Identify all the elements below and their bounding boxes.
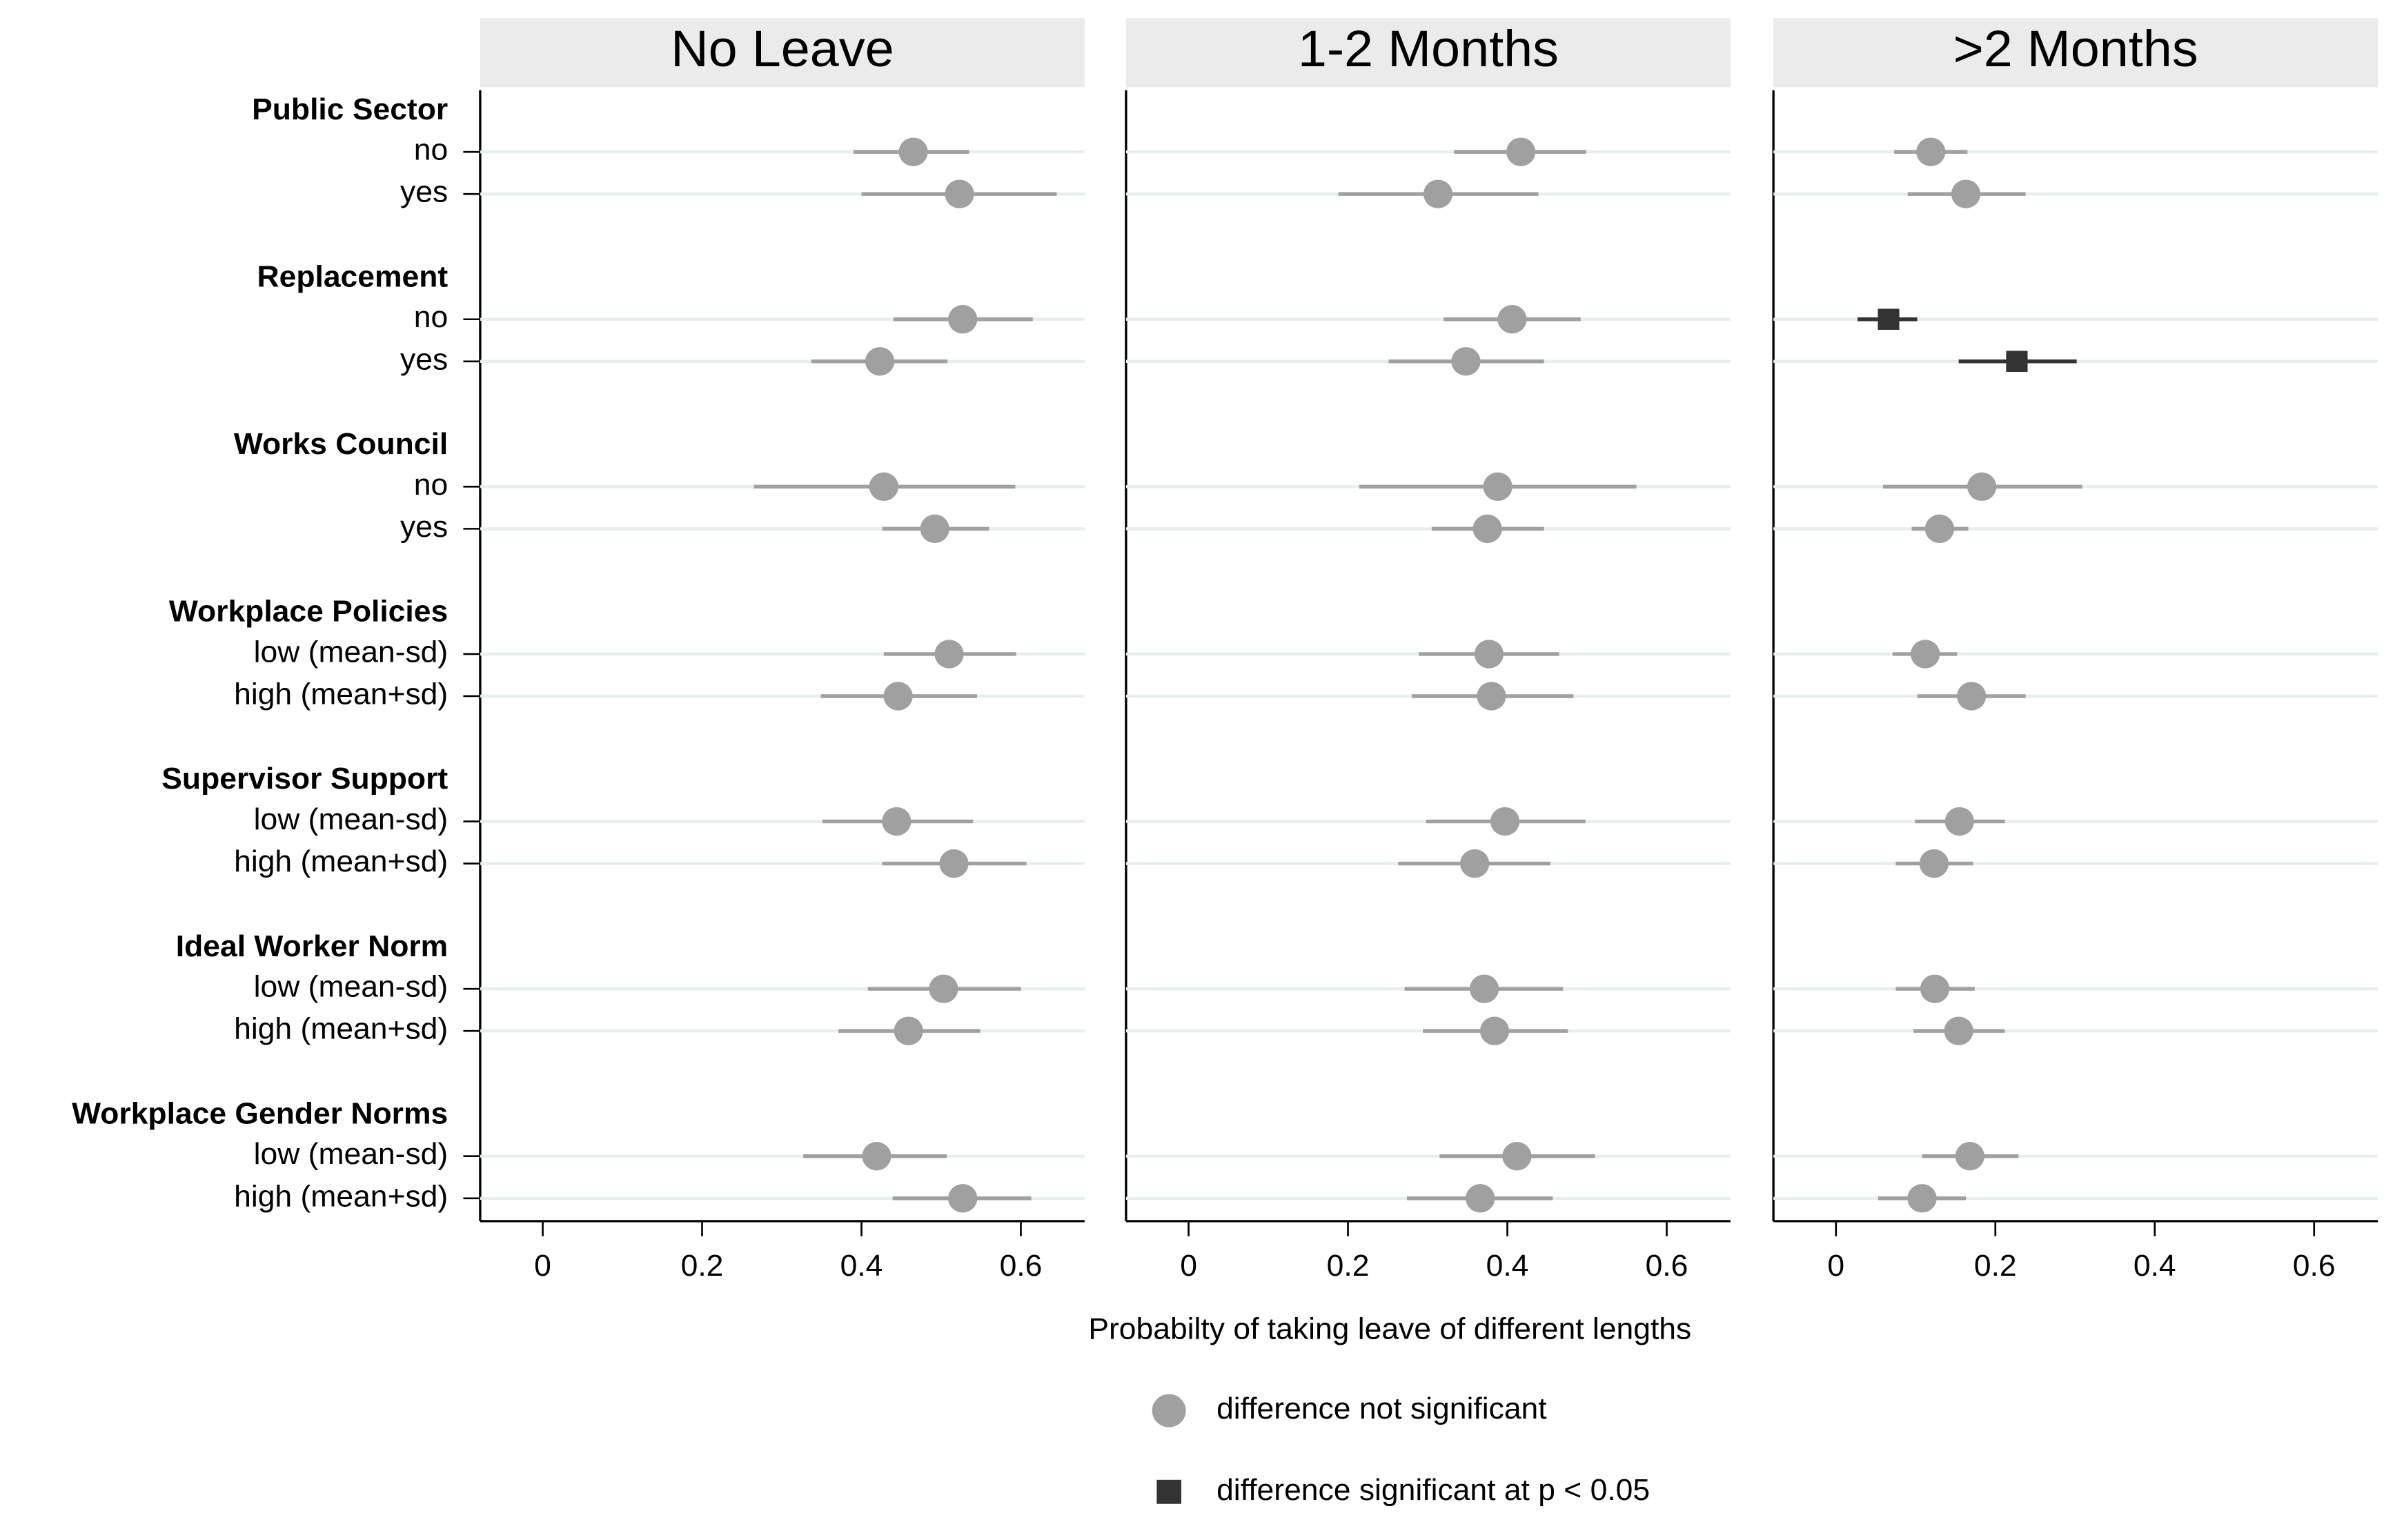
point <box>1466 1184 1495 1213</box>
group-label: Works Council <box>234 427 448 461</box>
point <box>939 849 969 878</box>
row-label: low (mean-sd) <box>254 970 449 1004</box>
x-tick-label: 0.4 <box>1486 1249 1529 1283</box>
x-tick-label: 0.4 <box>2134 1249 2176 1283</box>
point <box>865 347 895 376</box>
x-tick-label: 0 <box>1827 1249 1844 1283</box>
row-label: low (mean-sd) <box>254 1138 449 1172</box>
point <box>1956 682 1987 711</box>
x-tick-label: 0 <box>534 1249 551 1283</box>
point <box>1460 849 1490 878</box>
x-tick-label: 0 <box>1180 1249 1197 1283</box>
point <box>898 137 928 166</box>
point <box>1944 1016 1973 1045</box>
row-label: high (mean+sd) <box>234 1012 448 1046</box>
point <box>929 974 958 1003</box>
point <box>1924 514 1955 544</box>
row-label: no <box>414 133 448 167</box>
point <box>1967 472 1997 502</box>
row-label: high (mean+sd) <box>234 1180 448 1214</box>
point <box>1474 640 1504 669</box>
row-label: low (mean-sd) <box>254 802 449 836</box>
x-tick-label: 0.6 <box>1000 1249 1043 1283</box>
point <box>948 305 978 334</box>
point <box>1469 974 1499 1003</box>
point <box>1423 179 1453 208</box>
row-label: yes <box>400 175 448 209</box>
point <box>862 1142 891 1171</box>
group-label: Workplace Policies <box>169 595 448 629</box>
group-label: Public Sector <box>252 92 448 126</box>
point <box>894 1016 923 1045</box>
point <box>934 640 964 669</box>
row-label: yes <box>400 343 448 377</box>
point <box>1472 514 1502 544</box>
point <box>1497 305 1527 334</box>
x-tick-label: 0.6 <box>2293 1249 2336 1283</box>
x-tick-label: 0.2 <box>681 1249 724 1283</box>
group-label: Replacement <box>257 260 449 294</box>
panel-title: 1-2 Months <box>1298 20 1559 77</box>
x-axis-label: Probabilty of taking leave of different … <box>1088 1312 1691 1346</box>
x-tick-label: 0.4 <box>840 1249 883 1283</box>
x-tick-label: 0.2 <box>1974 1249 2017 1283</box>
group-label: Supervisor Support <box>161 762 448 796</box>
point <box>945 179 974 208</box>
point <box>948 1184 978 1213</box>
point <box>869 472 898 502</box>
row-label: low (mean-sd) <box>254 635 449 669</box>
group-label: Ideal Worker Norm <box>176 929 448 963</box>
row-label: high (mean+sd) <box>234 678 448 711</box>
x-tick-label: 0.6 <box>1646 1249 1688 1283</box>
point <box>1502 1142 1532 1171</box>
point <box>1951 179 1981 208</box>
point <box>1483 472 1513 502</box>
panel-header <box>480 18 1085 88</box>
point <box>1944 807 1974 836</box>
point <box>1878 308 1900 330</box>
panel-header <box>1773 18 2378 88</box>
point <box>1907 1184 1937 1213</box>
point <box>1479 1016 1510 1045</box>
x-tick-label: 0.2 <box>1327 1249 1370 1283</box>
row-label: yes <box>400 510 448 544</box>
point <box>883 682 913 711</box>
point <box>1920 974 1950 1003</box>
panel-title: No Leave <box>671 20 894 77</box>
point <box>1916 137 1946 166</box>
point <box>2006 351 2028 373</box>
point <box>920 514 949 544</box>
legend-label: difference significant at p < 0.05 <box>1216 1473 1650 1507</box>
point <box>1911 640 1940 669</box>
row-label: no <box>414 301 448 335</box>
point <box>1919 849 1949 878</box>
row-label: no <box>414 468 448 502</box>
group-label: Workplace Gender Norms <box>72 1097 448 1131</box>
legend-label: difference not significant <box>1216 1392 1547 1425</box>
point <box>1955 1142 1984 1171</box>
row-label: high (mean+sd) <box>234 845 448 878</box>
point <box>882 807 912 836</box>
point <box>1477 682 1506 711</box>
point <box>1490 807 1520 836</box>
legend-marker <box>1152 1394 1186 1428</box>
panel-header <box>1125 18 1731 88</box>
point <box>1451 347 1481 376</box>
point <box>1506 137 1536 166</box>
legend-marker <box>1156 1479 1181 1504</box>
panel-title: >2 Months <box>1953 20 2198 77</box>
